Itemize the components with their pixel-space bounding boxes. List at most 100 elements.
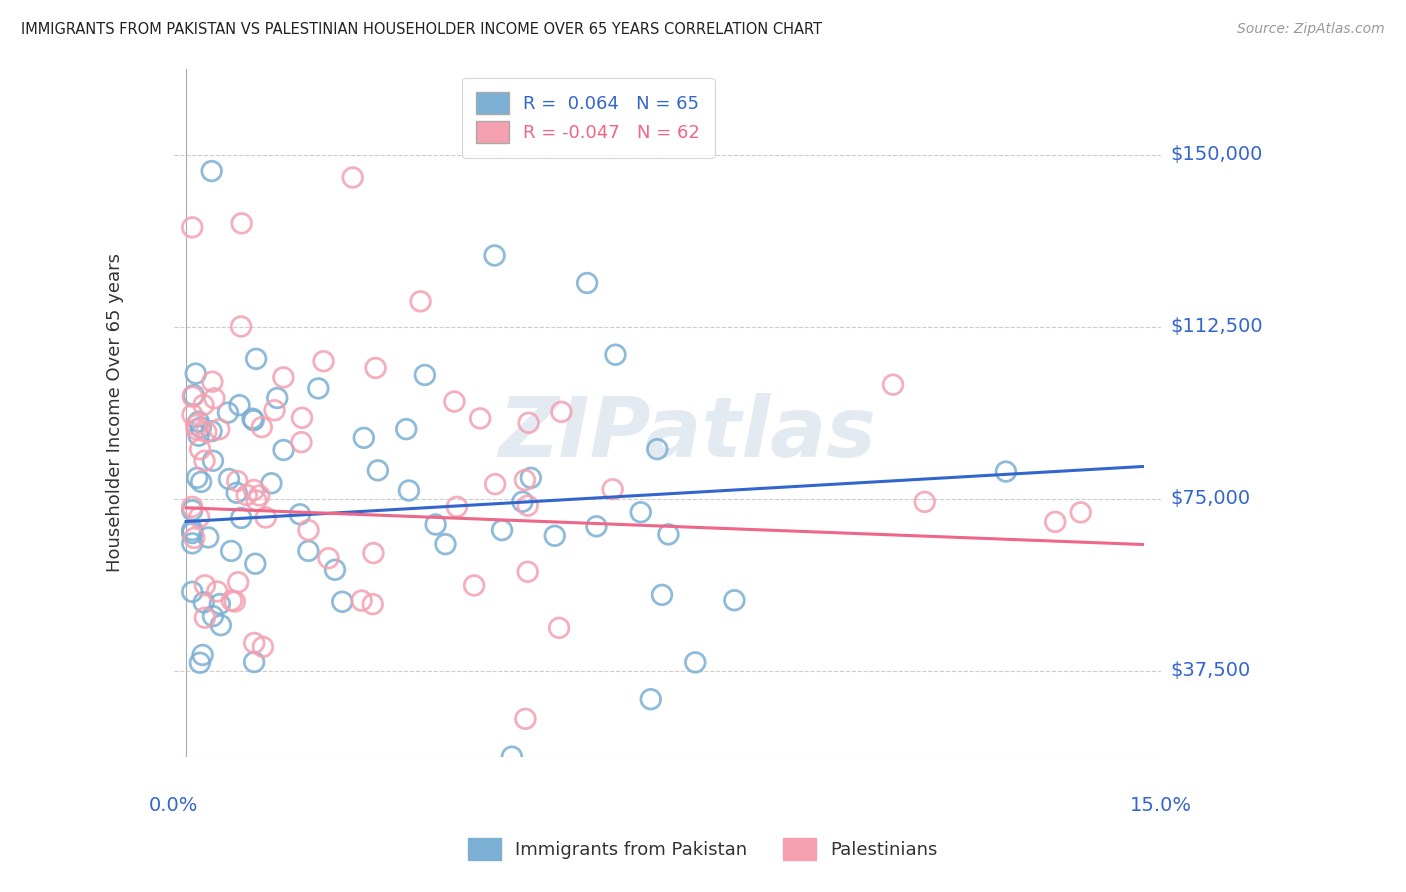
Point <box>247 488 270 502</box>
Point <box>297 544 319 558</box>
Legend: R =  0.064   N = 65, R = -0.047   N = 62: R = 0.064 N = 65, R = -0.047 N = 62 <box>463 78 714 158</box>
Point <box>205 584 228 599</box>
Point <box>723 593 745 607</box>
Point <box>882 377 904 392</box>
Point <box>367 463 389 477</box>
Point <box>218 472 240 486</box>
Point <box>231 216 253 230</box>
Point <box>181 500 204 514</box>
Point <box>243 483 266 497</box>
Point <box>640 692 662 706</box>
Point <box>491 523 513 537</box>
Point <box>520 471 543 485</box>
Point <box>361 597 384 611</box>
Point <box>242 411 264 425</box>
Point <box>188 510 211 524</box>
Point <box>201 454 224 468</box>
Text: ZIPatlas: ZIPatlas <box>498 392 876 474</box>
Point <box>425 517 447 532</box>
Point <box>516 565 538 579</box>
Point <box>409 294 432 309</box>
Point <box>364 360 387 375</box>
Point <box>231 511 253 525</box>
Point <box>273 370 295 384</box>
Point <box>250 420 273 434</box>
Point <box>245 557 267 571</box>
Point <box>193 454 215 468</box>
Point <box>1070 505 1092 519</box>
Point <box>657 527 679 541</box>
Point <box>501 749 523 764</box>
Point <box>363 546 385 560</box>
Point <box>243 655 266 669</box>
Point <box>266 391 288 405</box>
Point <box>446 500 468 514</box>
Point <box>193 398 215 412</box>
Point <box>307 381 329 395</box>
Point <box>585 519 607 533</box>
Point <box>645 442 668 457</box>
Point <box>188 656 211 670</box>
Point <box>630 505 652 519</box>
Point <box>209 618 232 632</box>
Point <box>548 621 571 635</box>
Point <box>221 593 243 607</box>
Point <box>186 471 208 485</box>
Point <box>288 508 311 522</box>
Point <box>184 417 207 432</box>
Text: $150,000: $150,000 <box>1171 145 1263 164</box>
Point <box>651 588 673 602</box>
Text: $37,500: $37,500 <box>1171 661 1251 681</box>
Point <box>191 648 214 662</box>
Point <box>291 410 314 425</box>
Point <box>342 170 364 185</box>
Point <box>181 220 204 235</box>
Point <box>201 164 224 178</box>
Point <box>184 367 207 381</box>
Text: Source: ZipAtlas.com: Source: ZipAtlas.com <box>1237 22 1385 37</box>
Point <box>181 503 204 517</box>
Point <box>254 510 277 524</box>
Point <box>190 475 212 489</box>
Text: Householder Income Over 65 years: Householder Income Over 65 years <box>105 253 124 572</box>
Point <box>1045 515 1067 529</box>
Point <box>576 276 599 290</box>
Point <box>443 394 465 409</box>
Point <box>226 474 249 488</box>
Point <box>186 422 208 436</box>
Point <box>463 578 485 592</box>
Point <box>194 611 217 625</box>
Text: $75,000: $75,000 <box>1171 489 1251 508</box>
Point <box>195 425 218 439</box>
Point <box>413 368 436 382</box>
Point <box>470 411 492 425</box>
Point <box>263 403 285 417</box>
Point <box>181 584 204 599</box>
Point <box>201 375 224 389</box>
Point <box>515 712 537 726</box>
Point <box>323 563 346 577</box>
Point <box>190 420 212 434</box>
Point <box>330 595 353 609</box>
Point <box>229 319 252 334</box>
Point <box>201 609 224 624</box>
Legend: Immigrants from Pakistan, Palestinians: Immigrants from Pakistan, Palestinians <box>454 823 952 874</box>
Point <box>200 424 222 438</box>
Point <box>544 529 567 543</box>
Point <box>181 408 204 422</box>
Point <box>516 499 538 513</box>
Point <box>243 636 266 650</box>
Point <box>395 422 418 436</box>
Point <box>181 526 204 541</box>
Point <box>228 398 250 412</box>
Point <box>434 537 457 551</box>
Point <box>512 494 534 508</box>
Point <box>226 575 249 590</box>
Point <box>550 405 572 419</box>
Point <box>484 477 506 491</box>
Point <box>517 416 540 430</box>
Point <box>297 523 319 537</box>
Point <box>193 595 215 609</box>
Point <box>685 656 707 670</box>
Point <box>260 476 283 491</box>
